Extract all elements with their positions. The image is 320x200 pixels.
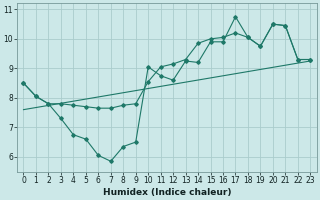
X-axis label: Humidex (Indice chaleur): Humidex (Indice chaleur) — [103, 188, 231, 197]
